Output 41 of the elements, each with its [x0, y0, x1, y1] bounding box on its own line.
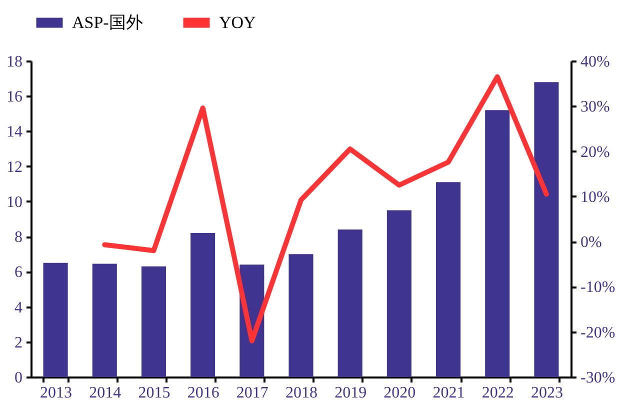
y-tick-label: 16 [6, 88, 22, 106]
bar [92, 264, 117, 377]
y-tick-label: 18 [6, 54, 22, 70]
x-tick-label: 2017 [236, 384, 268, 402]
y-tick-label: 4 [14, 299, 22, 316]
y2-tick-label: 30% [580, 98, 610, 116]
x-tick-label: 2021 [432, 384, 465, 402]
bar [436, 182, 461, 377]
y-tick-label: 12 [6, 158, 22, 176]
bar [338, 230, 362, 377]
y2-tick-label: 20% [580, 144, 610, 161]
y2-tick-label: -10% [580, 279, 616, 296]
x-tick-label: 2020 [384, 384, 416, 402]
y-tick-label: 6 [14, 264, 22, 282]
bar [288, 254, 314, 377]
y-tick-label: 14 [6, 124, 22, 141]
legend-label: YOY [219, 12, 256, 32]
y-tick-label: 10 [6, 194, 22, 211]
y2-tick-label: 10% [580, 188, 610, 206]
bar [485, 110, 510, 377]
y2-tick-label: 40% [580, 54, 610, 70]
y-tick-label: 0 [14, 370, 22, 386]
x-tick-label: 2019 [334, 384, 367, 402]
bar [141, 266, 166, 377]
bar [534, 82, 559, 377]
y-tick-label: 2 [14, 334, 22, 352]
bar [43, 262, 68, 377]
x-tick-label: 2023 [530, 384, 563, 402]
y2-tick-label: -20% [580, 324, 616, 342]
x-tick-label: 2018 [286, 384, 318, 402]
x-tick-label: 2013 [40, 384, 72, 402]
x-tick-label: 2016 [187, 384, 220, 402]
x-tick-label: 2015 [138, 384, 170, 402]
legend-label: ASP-国外 [72, 12, 143, 32]
x-tick-label: 2014 [89, 384, 122, 402]
bar [190, 233, 216, 377]
bar [386, 210, 412, 377]
y-tick-label: 8 [14, 229, 22, 246]
y2-tick-label: 0% [580, 234, 602, 252]
y2-tick-label: -30% [580, 370, 616, 386]
x-tick-label: 2022 [482, 384, 514, 402]
